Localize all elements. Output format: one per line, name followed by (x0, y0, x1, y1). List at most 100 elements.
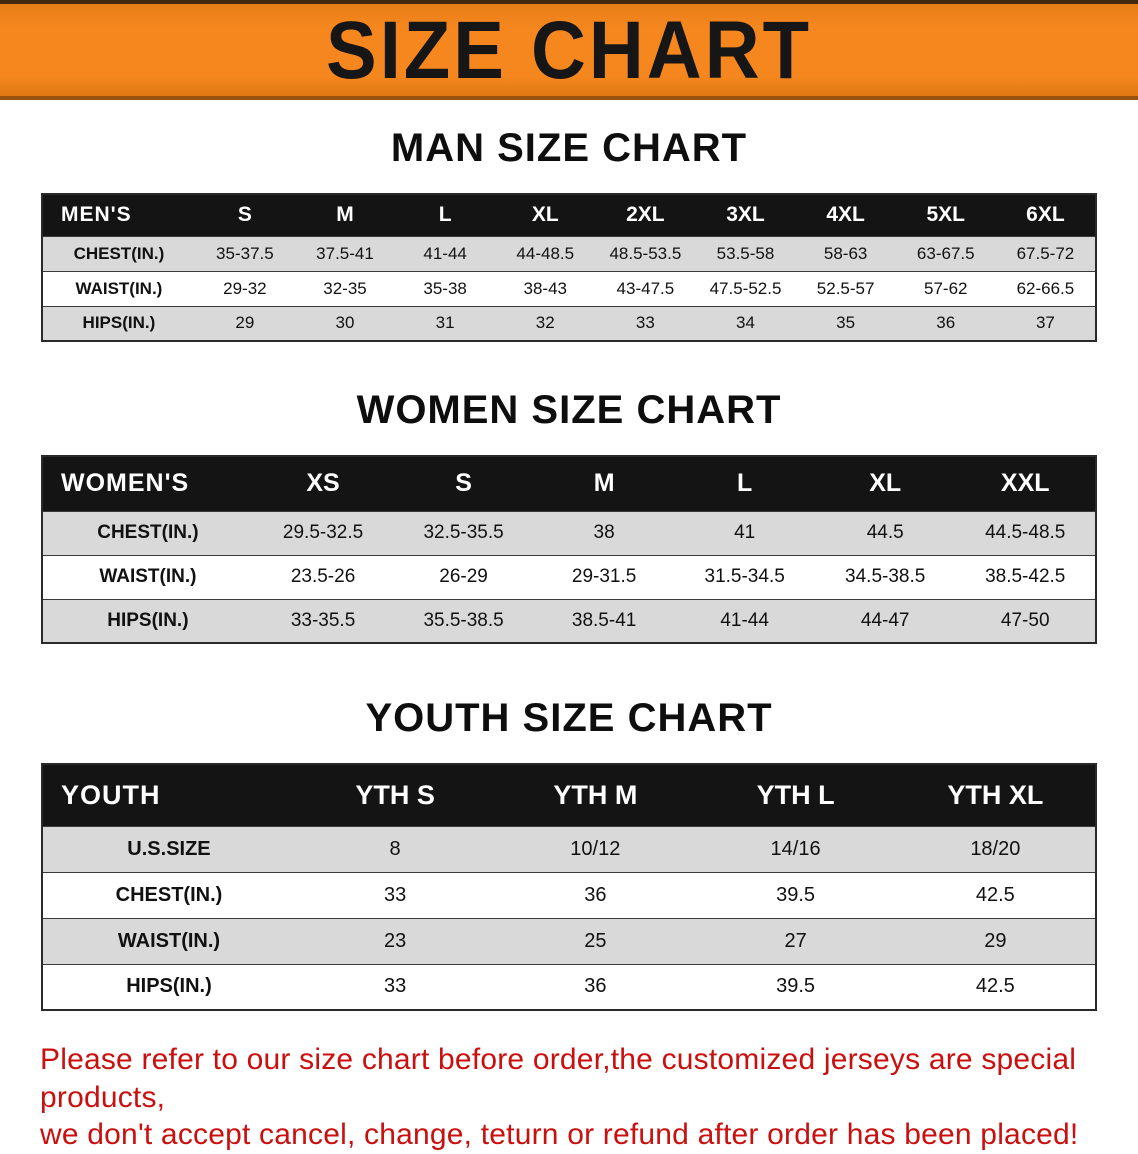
men-size-table: MEN'S S M L XL 2XL 3XL 4XL 5XL 6XL CHEST(IN.) 35-37… (41, 193, 1097, 342)
men-measurement-cell: 38-43 (495, 270, 596, 307)
men-measurement-cell: 52.5-57 (795, 270, 896, 307)
youth-size-column-header: YTH M (495, 763, 696, 827)
youth-measurement-cell: 18/20 (895, 825, 1096, 873)
men-measurement-cell: 62-66.5 (995, 270, 1096, 307)
banner: SIZE CHART (0, 0, 1138, 100)
women-measurement-cell: 34.5-38.5 (814, 554, 956, 600)
women-measurement-cell: 29.5-32.5 (252, 510, 394, 556)
women-size-column-header: M (533, 455, 675, 512)
men-size-column-header: L (395, 193, 496, 237)
youth-header-row: YOUTH YTH S YTH M YTH L YTH XL (42, 763, 1096, 827)
men-measurement-row: HIPS(IN.) 29 30 31 32 33 34 35 36 37 (42, 305, 1096, 342)
men-measurement-cell: 29 (194, 305, 295, 342)
men-size-column-header: S (194, 193, 295, 237)
men-measurement-cell: 32 (495, 305, 596, 342)
men-size-column-header: 5XL (895, 193, 996, 237)
youth-measurement-cell: 10/12 (495, 825, 696, 873)
women-measurement-cell: 31.5-34.5 (674, 554, 815, 600)
youth-section: YOUTH SIZE CHART YOUTH YTH S YTH M YTH L YTH… (0, 696, 1138, 1011)
banner-title: SIZE CHART (326, 4, 812, 96)
men-measurement-cell: 35-37.5 (194, 235, 295, 272)
men-measurement-cell: 37.5-41 (294, 235, 396, 272)
men-measurement-cell: 37 (995, 305, 1096, 342)
men-measurement-cell: 41-44 (395, 235, 496, 272)
men-measurement-cell: 58-63 (795, 235, 896, 272)
men-measurement-cell: 43-47.5 (595, 270, 696, 307)
youth-measurement-cell: 23 (294, 917, 496, 965)
women-measurement-cell: 38 (533, 510, 675, 556)
men-size-column-header: 6XL (995, 193, 1096, 237)
men-measurement-row: CHEST(IN.) 35-37.5 37.5-41 41-44 44-48.5 48.5… (42, 235, 1096, 272)
women-measurement-row: CHEST(IN.) 29.5-32.5 32.5-35.5 38 41 44.5 44.5… (42, 510, 1096, 556)
women-measurement-cell: 23.5-26 (252, 554, 394, 600)
youth-row-label: U.S.SIZE (42, 825, 295, 873)
youth-measurement-cell: 14/16 (695, 825, 896, 873)
women-row-label: CHEST(IN.) (42, 510, 253, 556)
youth-section-heading: YOUTH SIZE CHART (365, 696, 773, 740)
women-measurement-cell: 47-50 (955, 598, 1096, 644)
youth-measurement-cell: 33 (294, 871, 496, 919)
youth-measurement-row: WAIST(IN.) 23 25 27 29 (42, 917, 1096, 965)
disclaimer-line-1: Please refer to our size chart before or… (40, 1043, 1077, 1114)
women-measurement-row: HIPS(IN.) 33-35.5 35.5-38.5 38.5-41 41-44 44-… (42, 598, 1096, 644)
youth-measurement-cell: 27 (695, 917, 896, 965)
women-size-table: WOMEN'S XS S M L XL XXL CHEST(IN.) 29.5-32.5 32.5… (41, 455, 1097, 644)
women-size-column-header: XXL (955, 455, 1096, 512)
women-section-heading: WOMEN SIZE CHART (356, 388, 782, 432)
men-measurement-cell: 44-48.5 (495, 235, 596, 272)
men-measurement-cell: 48.5-53.5 (595, 235, 696, 272)
youth-size-table: YOUTH YTH S YTH M YTH L YTH XL U.S.SIZE 8 10/12… (41, 763, 1097, 1011)
women-measurement-cell: 38.5-42.5 (955, 554, 1096, 600)
men-size-column-header: M (294, 193, 396, 237)
women-measurement-cell: 44-47 (814, 598, 956, 644)
women-measurement-row: WAIST(IN.) 23.5-26 26-29 29-31.5 31.5-34.5 34… (42, 554, 1096, 600)
women-measurement-cell: 29-31.5 (533, 554, 675, 600)
men-measurement-cell: 63-67.5 (895, 235, 996, 272)
men-measurement-cell: 30 (294, 305, 396, 342)
women-measurement-cell: 44.5-48.5 (955, 510, 1096, 556)
youth-size-column-header: YTH S (294, 763, 496, 827)
men-size-column-header: XL (495, 193, 596, 237)
men-measurement-cell: 32-35 (294, 270, 396, 307)
women-measurement-cell: 44.5 (814, 510, 956, 556)
women-section: WOMEN SIZE CHART WOMEN'S XS S M L XL XXL CHEST(… (0, 388, 1138, 644)
men-size-column-header: 4XL (795, 193, 896, 237)
women-measurement-cell: 38.5-41 (533, 598, 675, 644)
women-measurement-cell: 32.5-35.5 (393, 510, 534, 556)
youth-measurement-row: CHEST(IN.) 33 36 39.5 42.5 (42, 871, 1096, 919)
men-measurement-cell: 34 (695, 305, 796, 342)
youth-measurement-cell: 29 (895, 917, 1096, 965)
youth-measurement-row: HIPS(IN.) 33 36 39.5 42.5 (42, 963, 1096, 1011)
women-measurement-cell: 41 (674, 510, 815, 556)
women-measurement-cell: 35.5-38.5 (393, 598, 534, 644)
men-section-heading: MAN SIZE CHART (390, 126, 748, 170)
men-size-column-header: 2XL (595, 193, 696, 237)
women-table-title: WOMEN'S (42, 455, 253, 512)
youth-measurement-cell: 42.5 (895, 871, 1096, 919)
men-measurement-cell: 67.5-72 (995, 235, 1096, 272)
men-measurement-cell: 47.5-52.5 (695, 270, 796, 307)
men-measurement-cell: 57-62 (895, 270, 996, 307)
men-header-row: MEN'S S M L XL 2XL 3XL 4XL 5XL 6XL (42, 193, 1096, 237)
men-measurement-cell: 29-32 (194, 270, 295, 307)
men-row-label: WAIST(IN.) (42, 270, 195, 307)
youth-size-column-header: YTH L (695, 763, 896, 827)
youth-measurement-cell: 8 (294, 825, 496, 873)
youth-row-label: HIPS(IN.) (42, 963, 295, 1011)
youth-row-label: WAIST(IN.) (42, 917, 295, 965)
women-measurement-cell: 26-29 (393, 554, 534, 600)
men-section: MAN SIZE CHART MEN'S S M L XL 2XL 3XL 4XL 5XL 6XL… (0, 126, 1138, 342)
youth-measurement-cell: 36 (495, 871, 696, 919)
men-measurement-cell: 53.5-58 (695, 235, 796, 272)
youth-size-column-header: YTH XL (895, 763, 1096, 827)
youth-measurement-row: U.S.SIZE 8 10/12 14/16 18/20 (42, 825, 1096, 873)
youth-measurement-cell: 33 (294, 963, 496, 1011)
youth-measurement-cell: 39.5 (695, 963, 896, 1011)
women-size-column-header: XL (814, 455, 956, 512)
men-size-column-header: 3XL (695, 193, 796, 237)
men-measurement-cell: 35 (795, 305, 896, 342)
youth-table-title: YOUTH (42, 763, 295, 827)
women-size-column-header: L (674, 455, 815, 512)
men-measurement-cell: 33 (595, 305, 696, 342)
